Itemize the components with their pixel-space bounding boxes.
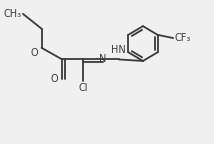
Text: O: O: [51, 74, 58, 84]
Text: Cl: Cl: [78, 83, 88, 93]
Text: CH₃: CH₃: [4, 9, 22, 19]
Text: N: N: [99, 54, 106, 64]
Text: CF₃: CF₃: [174, 33, 191, 43]
Text: O: O: [30, 48, 38, 58]
Text: HN: HN: [111, 45, 125, 55]
